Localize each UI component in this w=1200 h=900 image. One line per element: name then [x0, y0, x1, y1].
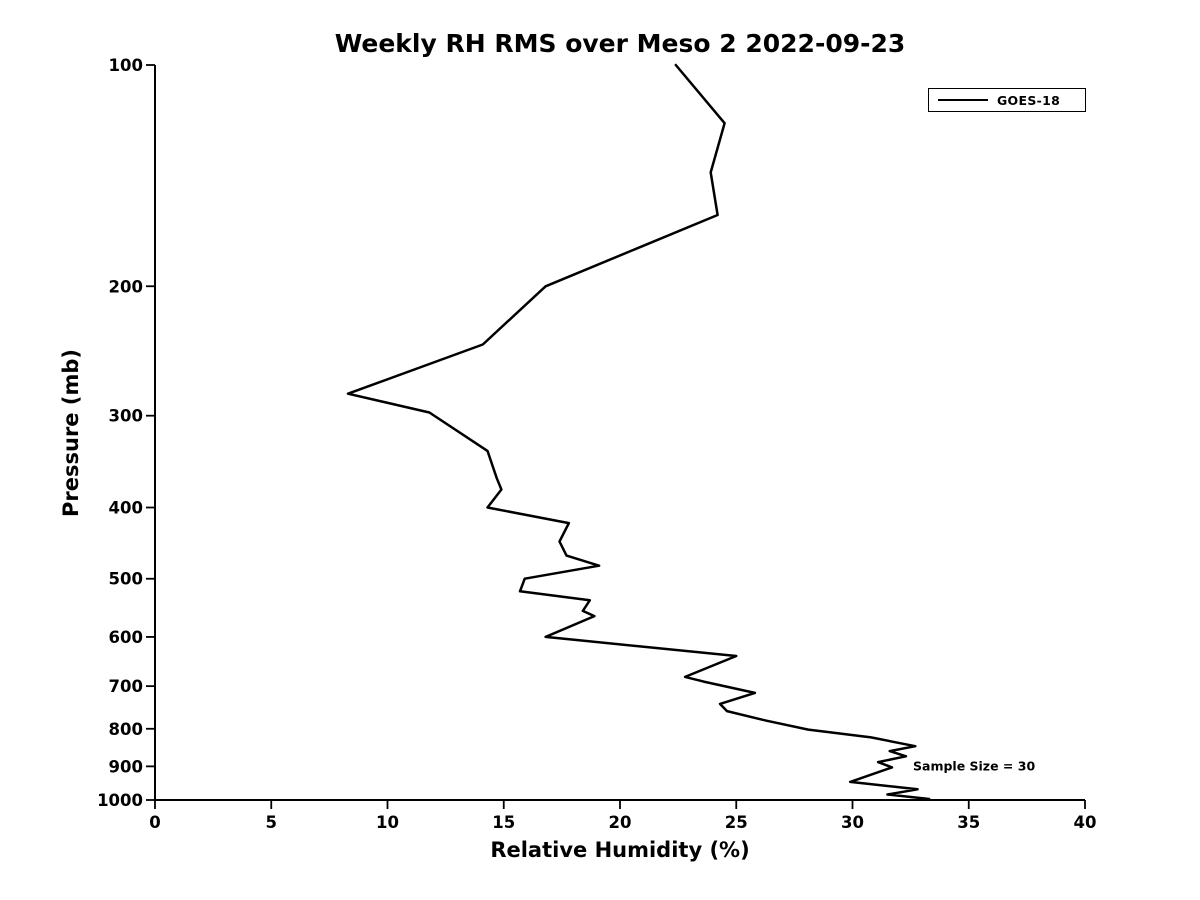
legend-line-sample: [938, 99, 988, 101]
x-tick-label: 40: [1074, 813, 1097, 832]
y-tick-label: 700: [109, 677, 143, 696]
y-tick-label: 1000: [97, 791, 143, 810]
x-axis-label: Relative Humidity (%): [490, 838, 750, 862]
axes-spines: [154, 65, 1085, 801]
chart-title: Weekly RH RMS over Meso 2 2022-09-23: [334, 29, 906, 58]
y-tick-label: 900: [109, 757, 143, 776]
sample-size-annotation: Sample Size = 30: [913, 758, 1036, 774]
legend-entry-label: GOES-18: [997, 92, 1061, 108]
x-tick-label: 35: [957, 813, 980, 832]
x-tick-label: 5: [266, 813, 277, 832]
y-axis-label: Pressure (mb): [59, 349, 83, 517]
y-tick-label: 100: [109, 56, 143, 75]
y-tick-label: 200: [109, 277, 143, 296]
y-tick-label: 800: [109, 720, 143, 739]
y-tick-label: 500: [109, 570, 143, 589]
y-tick-label: 400: [109, 499, 143, 518]
x-tick-label: 10: [376, 813, 399, 832]
x-tick-label: 0: [149, 813, 160, 832]
x-tick-label: 25: [725, 813, 748, 832]
x-tick-label: 30: [841, 813, 864, 832]
x-tick-label: 20: [609, 813, 632, 832]
x-tick-label: 15: [492, 813, 515, 832]
legend: GOES-18: [928, 88, 1086, 112]
y-tick-label: 300: [109, 407, 143, 426]
y-tick-label: 600: [109, 628, 143, 647]
series-line-goes-18: [346, 63, 931, 801]
